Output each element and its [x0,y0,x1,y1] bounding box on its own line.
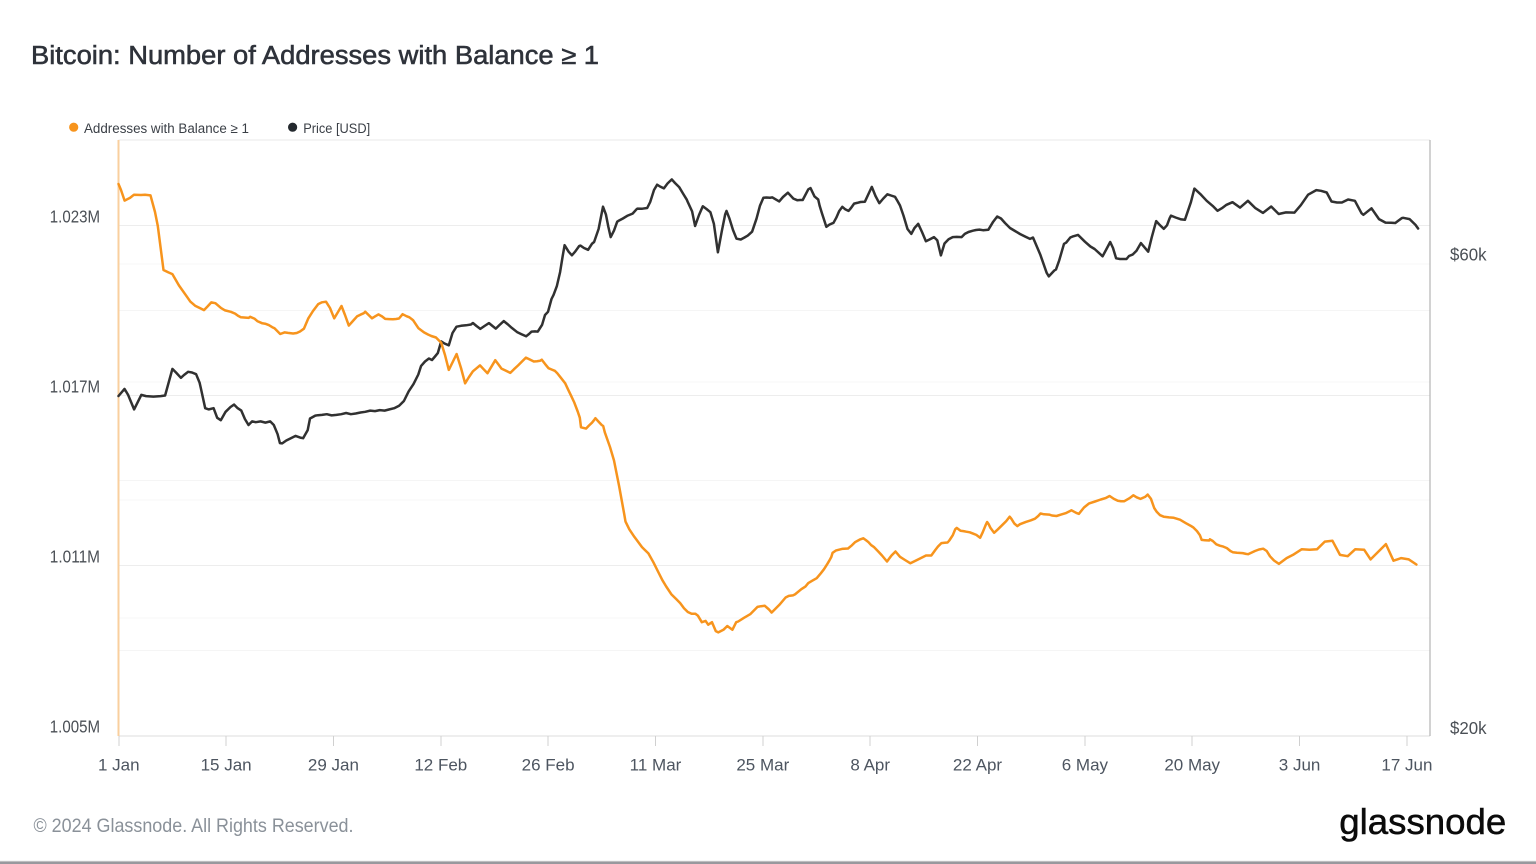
svg-text:6 May: 6 May [1062,756,1109,775]
svg-text:11 Mar: 11 Mar [630,756,682,775]
svg-text:1.017M: 1.017M [50,377,100,397]
svg-text:$60k: $60k [1450,245,1487,265]
svg-text:12 Feb: 12 Feb [414,756,467,775]
svg-text:1 Jan: 1 Jan [98,756,140,775]
svg-text:3 Jun: 3 Jun [1279,756,1321,775]
svg-text:Bitcoin: Number of Addresses w: Bitcoin: Number of Addresses with Balanc… [31,42,599,70]
svg-text:26 Feb: 26 Feb [522,756,575,775]
svg-text:17 Jun: 17 Jun [1381,756,1432,775]
svg-text:29 Jan: 29 Jan [308,756,359,775]
svg-text:Price [USD]: Price [USD] [303,121,370,136]
svg-text:1.023M: 1.023M [50,206,100,226]
svg-text:20 May: 20 May [1164,756,1220,775]
svg-text:8 Apr: 8 Apr [850,756,890,775]
svg-text:22 Apr: 22 Apr [953,756,1002,775]
svg-text:25 Mar: 25 Mar [736,756,789,775]
svg-text:$20k: $20k [1450,718,1487,738]
svg-text:glassnode: glassnode [1339,801,1506,842]
svg-text:15 Jan: 15 Jan [201,756,252,775]
svg-text:1.011M: 1.011M [50,547,100,567]
svg-text:© 2024 Glassnode. All Rights R: © 2024 Glassnode. All Rights Reserved. [34,815,354,837]
svg-text:Addresses with Balance ≥ 1: Addresses with Balance ≥ 1 [84,121,249,136]
svg-text:1.005M: 1.005M [50,717,100,737]
